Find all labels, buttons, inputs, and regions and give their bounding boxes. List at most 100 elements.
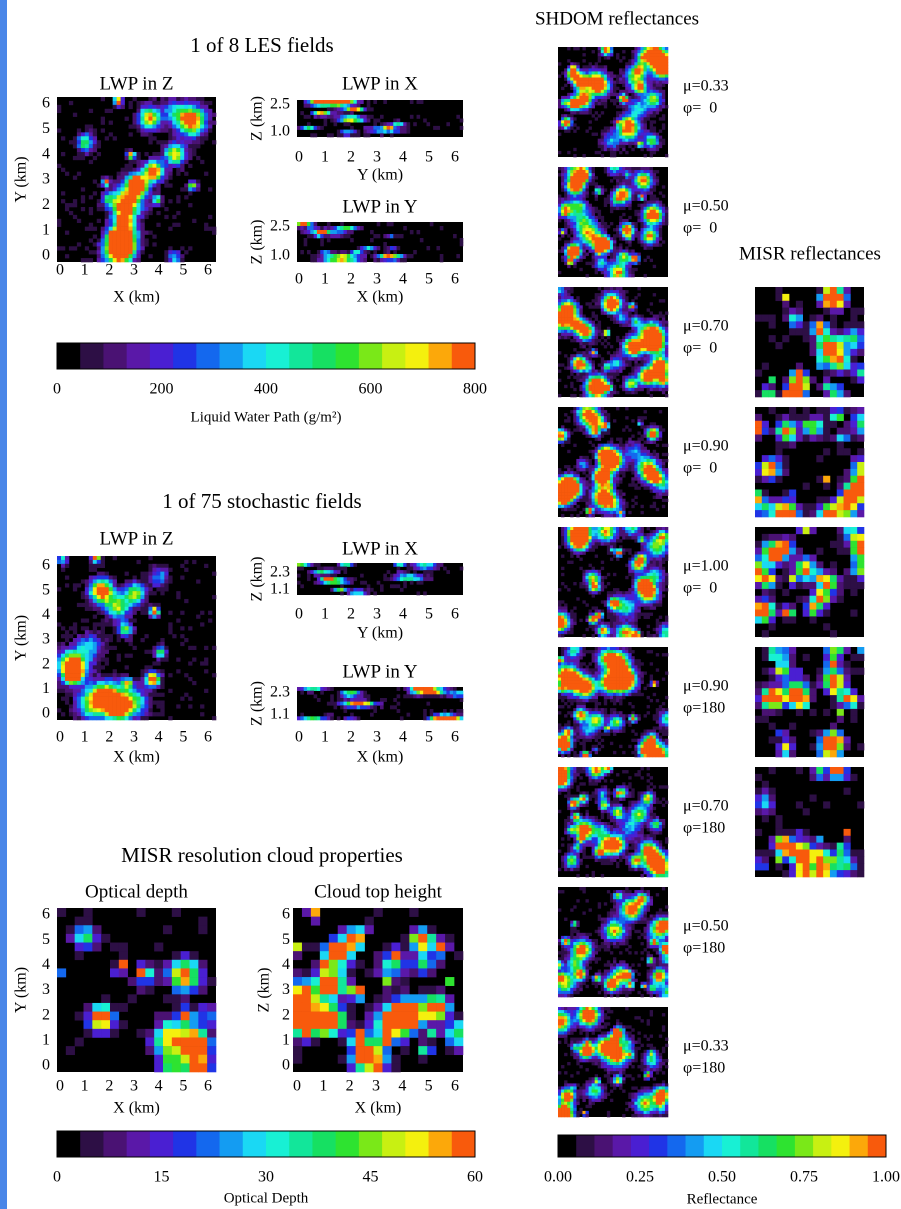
field-cell (558, 321, 561, 324)
field-cell (302, 1029, 311, 1038)
field-cell (595, 246, 598, 249)
field-cell (327, 250, 331, 254)
field-cell (176, 168, 180, 172)
field-cell (330, 258, 334, 262)
field-cell (113, 97, 117, 101)
field-cell (367, 705, 371, 709)
field-cell (637, 102, 640, 105)
field-cell (567, 105, 570, 108)
field-cell (628, 228, 631, 231)
field-cell (637, 259, 640, 262)
field-cell (373, 126, 377, 130)
field-cell (180, 642, 184, 646)
field-cell (310, 258, 314, 262)
field-cell (337, 698, 341, 702)
field-cell (607, 145, 610, 148)
field-cell (137, 183, 141, 187)
field-cell (180, 117, 184, 121)
field-cell (105, 704, 109, 708)
field-cell (641, 198, 644, 201)
field-cell (647, 102, 650, 105)
field-cell (148, 583, 152, 587)
field-cell (440, 258, 444, 262)
field-cell (430, 691, 434, 695)
field-cell (101, 642, 105, 646)
field-cell (589, 84, 592, 87)
field-cell (558, 299, 561, 302)
field-cell (117, 223, 121, 227)
field-cell (564, 191, 567, 194)
field-cell (337, 691, 341, 695)
field-cell (137, 235, 141, 239)
field-cell (622, 145, 625, 148)
field-cell (160, 677, 164, 681)
field-cell (152, 136, 156, 140)
field-cell (184, 156, 188, 160)
field-cell (137, 1029, 146, 1038)
y-tick-label: 4 (42, 606, 50, 623)
field-cell (570, 201, 573, 204)
field-cell (662, 321, 665, 324)
field-cell (558, 207, 561, 210)
field-cell (564, 299, 567, 302)
field-cell (579, 170, 582, 173)
field-cell (634, 123, 637, 126)
field-cell (152, 97, 156, 101)
field-cell (616, 293, 619, 296)
field-cell (558, 219, 561, 222)
field-cell (573, 305, 576, 308)
field-cell (93, 634, 97, 638)
field-cell (92, 1012, 101, 1021)
field-cell (363, 119, 367, 123)
field-cell (397, 584, 401, 588)
field-cell (616, 176, 619, 179)
field-cell (433, 694, 437, 698)
field-cell (576, 96, 579, 99)
field-cell (85, 125, 89, 129)
field-cell (665, 81, 668, 84)
field-cell (589, 228, 592, 231)
field-cell (561, 308, 564, 311)
field-cell (400, 588, 404, 592)
field-cell (595, 210, 598, 213)
field-cell (334, 577, 338, 581)
field-cell (622, 93, 625, 96)
field-cell (317, 563, 321, 567)
field-cell (426, 570, 430, 574)
field-cell (121, 587, 125, 591)
field-cell (81, 579, 85, 583)
field-cell (622, 237, 625, 240)
field-cell (188, 101, 192, 105)
field-cell (117, 603, 121, 607)
field-cell (97, 242, 101, 246)
field-cell (561, 315, 564, 318)
field-cell (373, 702, 377, 706)
field-cell (353, 130, 357, 134)
field-cell (586, 108, 589, 111)
field-cell (625, 253, 628, 256)
field-cell (650, 170, 653, 173)
field-cell (81, 704, 85, 708)
field-cell (133, 219, 137, 223)
field-cell (93, 650, 97, 654)
field-cell (607, 71, 610, 74)
field-cell (121, 583, 125, 587)
field-cell (93, 622, 97, 626)
field-cell (397, 702, 401, 706)
field-cell (129, 611, 133, 615)
field-cell (631, 253, 634, 256)
field-cell (604, 246, 607, 249)
field-cell (634, 315, 637, 318)
field-cell (97, 607, 101, 611)
field-cell (589, 222, 592, 225)
field-cell (391, 968, 400, 977)
field-cell (592, 250, 595, 253)
field-cell (637, 75, 640, 78)
field-cell (330, 713, 334, 717)
field-cell (125, 712, 129, 716)
field-cell (310, 226, 314, 230)
field-cell (377, 258, 381, 262)
field-cell (561, 167, 564, 170)
field-cell (641, 126, 644, 129)
field-cell (656, 111, 659, 114)
